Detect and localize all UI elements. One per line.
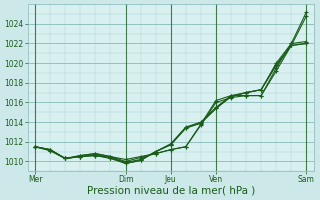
X-axis label: Pression niveau de la mer( hPa ): Pression niveau de la mer( hPa ) [87, 186, 255, 196]
